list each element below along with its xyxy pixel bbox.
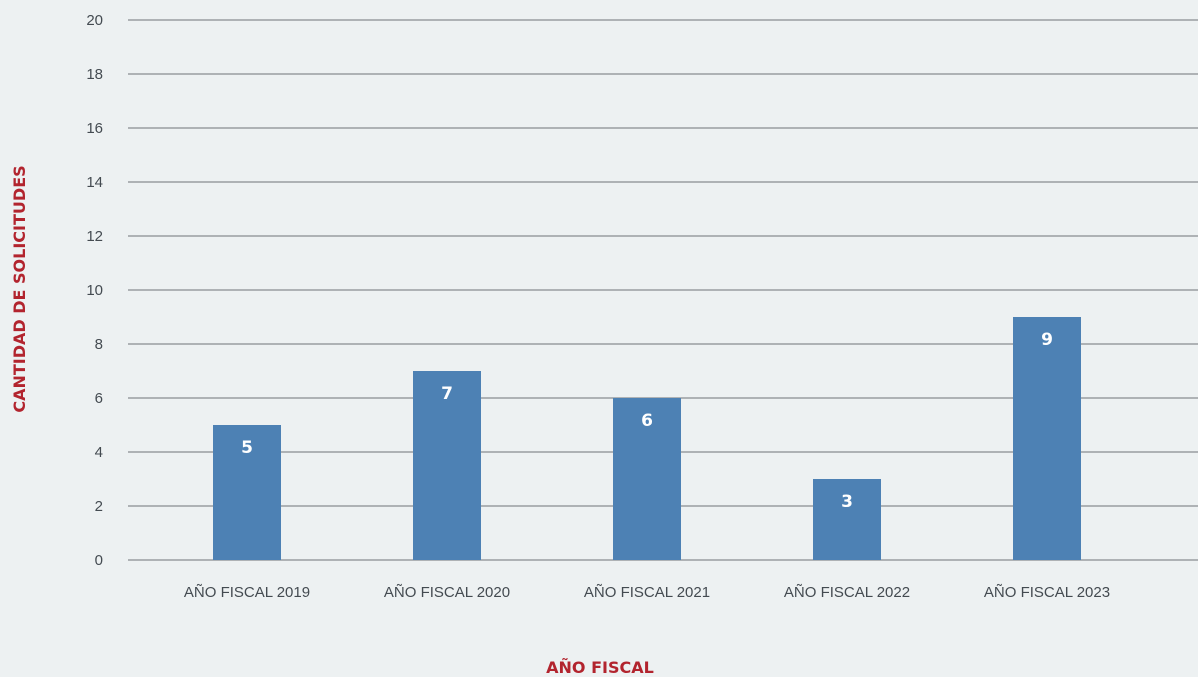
gridlines xyxy=(128,19,1198,561)
y-tick-label: 12 xyxy=(86,228,103,245)
y-tick-label: 14 xyxy=(86,174,103,191)
bar-value-label: 3 xyxy=(841,492,853,512)
x-axis-title: AÑO FISCAL xyxy=(546,658,654,677)
x-tick-label: AÑO FISCAL 2023 xyxy=(984,584,1110,601)
y-tick-label: 0 xyxy=(95,552,103,569)
x-axis-ticks: AÑO FISCAL 2019 AÑO FISCAL 2020 AÑO FISCAL… xyxy=(184,584,1110,601)
y-tick-label: 6 xyxy=(95,390,103,407)
y-tick-label: 16 xyxy=(86,120,103,137)
bar-value-label: 7 xyxy=(441,384,453,404)
bar xyxy=(413,371,481,560)
x-tick-label: AÑO FISCAL 2019 xyxy=(184,584,310,601)
data-labels: 5 7 6 3 9 xyxy=(241,330,1053,512)
y-tick-label: 18 xyxy=(86,66,103,83)
bar-value-label: 5 xyxy=(241,438,253,458)
x-tick-label: AÑO FISCAL 2020 xyxy=(384,584,510,601)
y-tick-label: 20 xyxy=(86,12,103,29)
bar xyxy=(213,425,281,560)
y-tick-label: 2 xyxy=(95,498,103,515)
bar-value-label: 9 xyxy=(1041,330,1053,350)
bar xyxy=(1013,317,1081,560)
y-tick-label: 8 xyxy=(95,336,103,353)
bar xyxy=(613,398,681,560)
x-tick-label: AÑO FISCAL 2022 xyxy=(784,584,910,601)
x-tick-label: AÑO FISCAL 2021 xyxy=(584,584,710,601)
y-axis-ticks: 0 2 4 6 8 10 12 14 16 18 20 xyxy=(86,12,103,569)
bar xyxy=(813,479,881,560)
y-axis-title: CANTIDAD DE SOLICITUDES xyxy=(10,165,29,412)
bar-value-label: 6 xyxy=(641,411,653,431)
y-tick-label: 4 xyxy=(95,444,103,461)
y-tick-label: 10 xyxy=(86,282,103,299)
bars xyxy=(213,317,1081,560)
